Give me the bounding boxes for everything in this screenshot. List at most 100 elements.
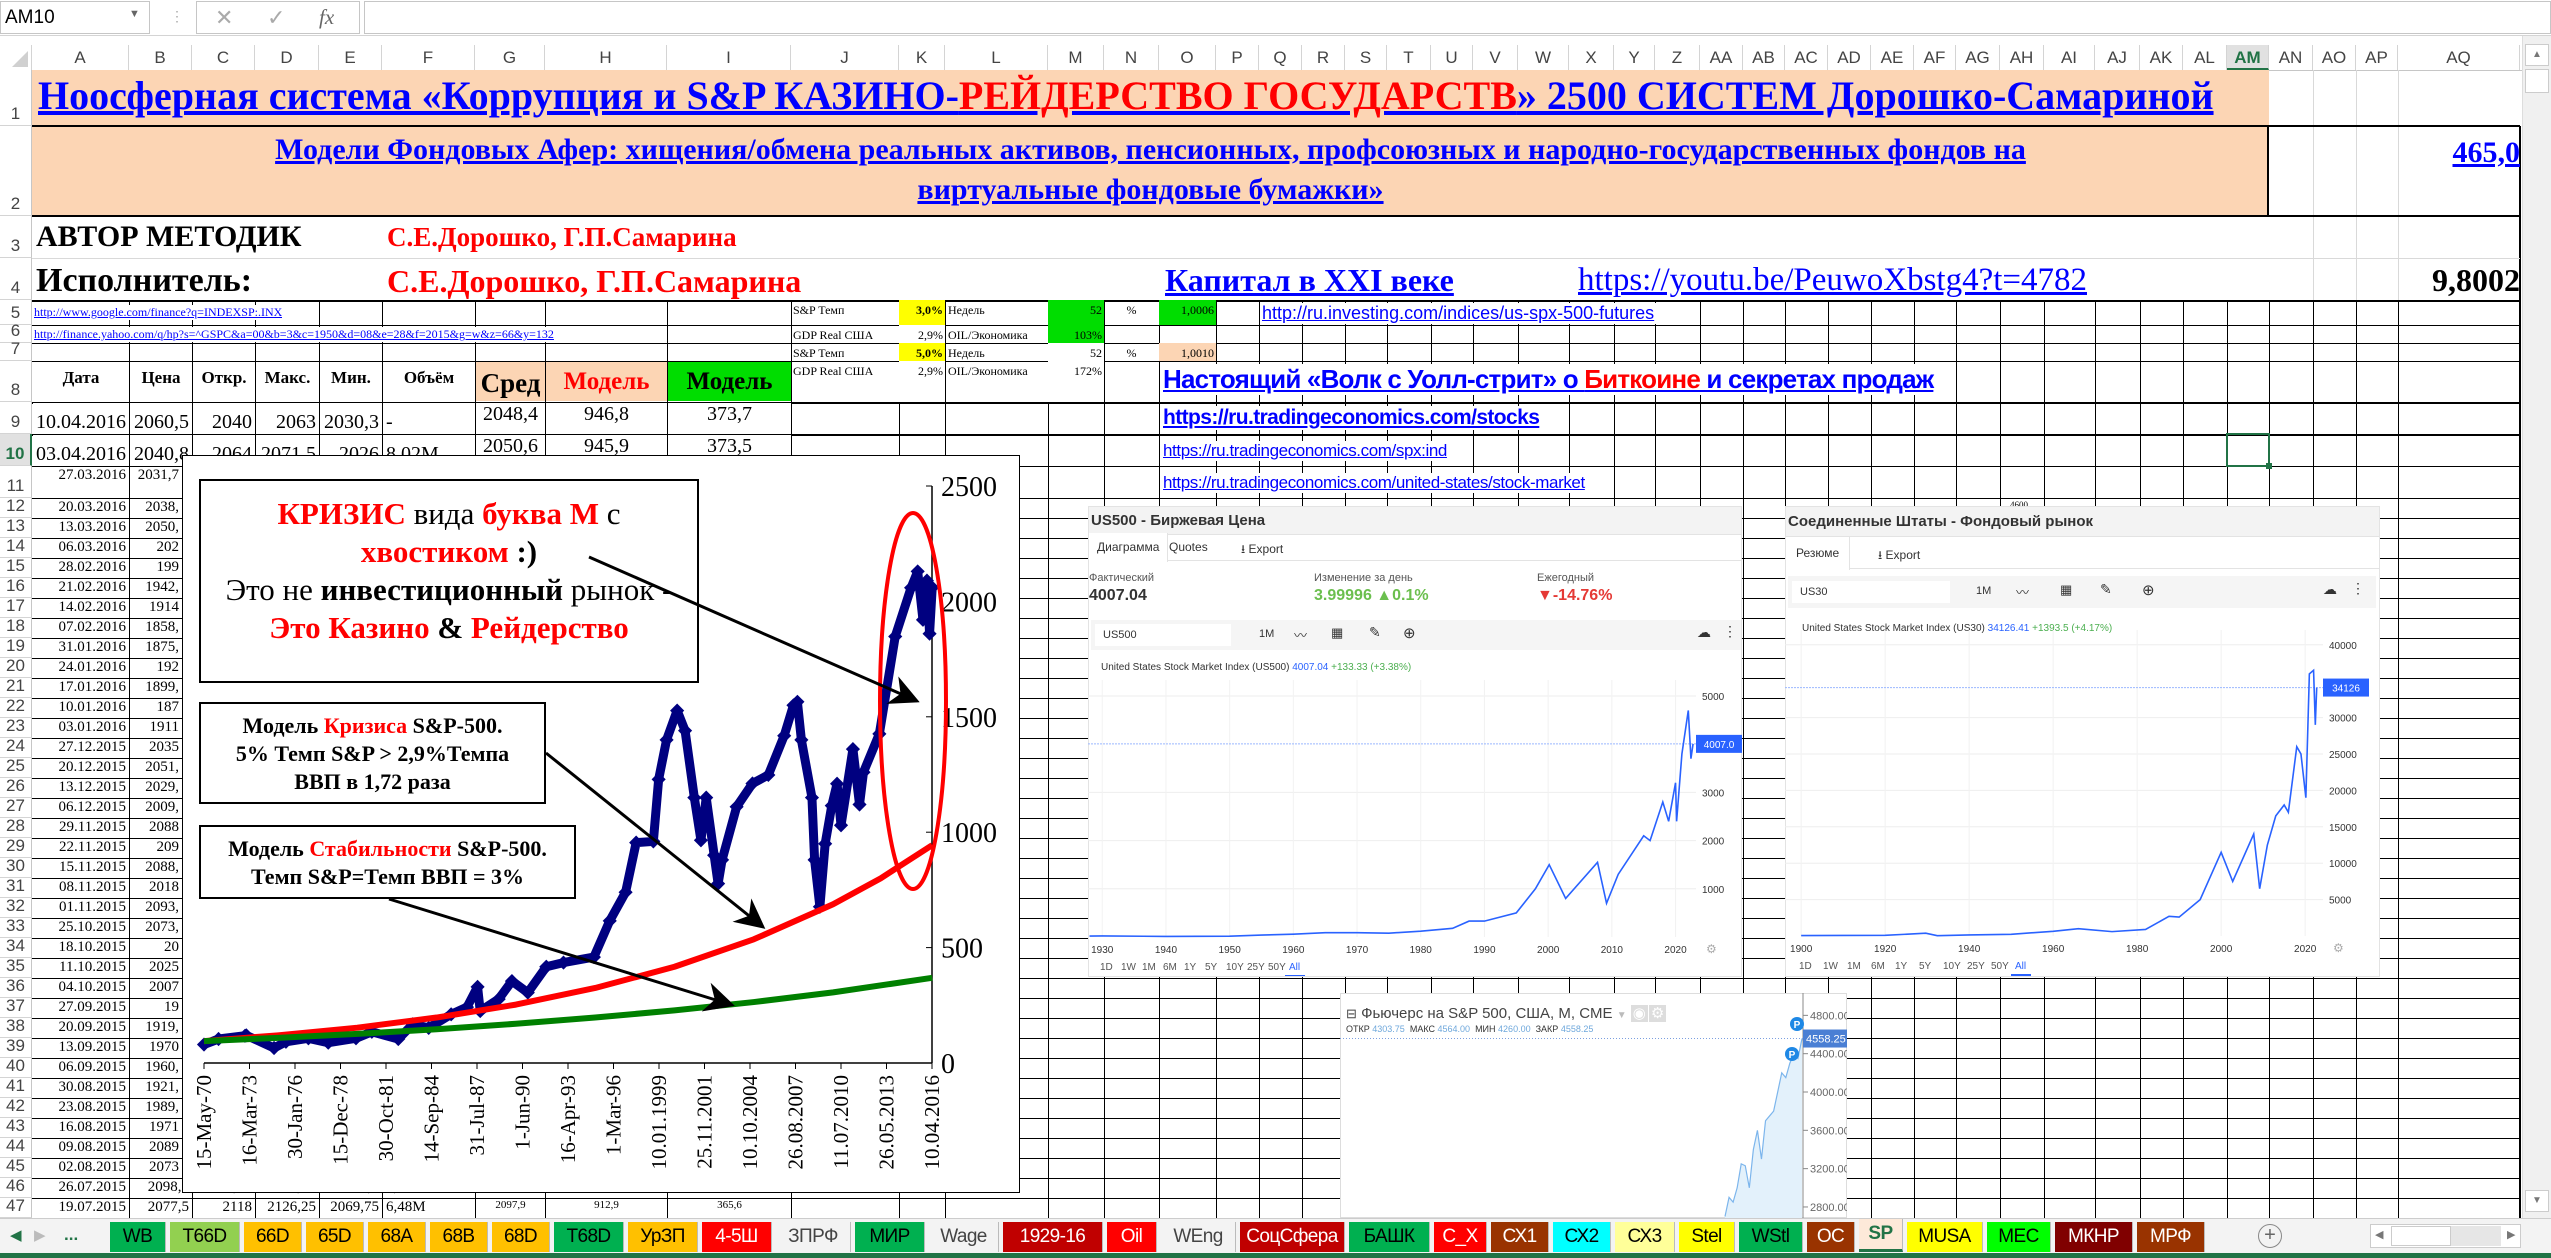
row-header-29[interactable]: 29 <box>0 836 32 858</box>
column-header-AH[interactable]: AH <box>2000 45 2044 70</box>
range-button[interactable]: 1M <box>1847 961 1861 972</box>
te-spx-link[interactable]: https://ru.tradingeconomics.com/spx:ind <box>1163 441 1451 461</box>
vertical-scrollbar[interactable]: ▲ ▼ <box>2522 36 2551 1218</box>
range-button[interactable]: All <box>1289 962 1300 973</box>
row-header-36[interactable]: 36 <box>0 976 32 998</box>
row-header-24[interactable]: 24 <box>0 736 32 758</box>
collapse-icon[interactable]: ⊟ <box>1346 1006 1357 1021</box>
row-header-28[interactable]: 28 <box>0 816 32 838</box>
column-header-M[interactable]: M <box>1048 45 1104 70</box>
column-header-AP[interactable]: AP <box>2356 45 2398 70</box>
sheet-tab-УрЗП[interactable]: УрЗП <box>628 1222 698 1252</box>
column-header-AG[interactable]: AG <box>1956 45 2000 70</box>
line-chart-icon[interactable]: 〰 <box>2016 585 2030 600</box>
pencil-icon[interactable]: ✎ <box>1369 624 1381 640</box>
column-header-W[interactable]: W <box>1518 45 1569 70</box>
column-header-AM[interactable]: AM <box>2227 45 2269 70</box>
settings-icon[interactable]: ⚙ <box>1648 1005 1667 1022</box>
row-header-25[interactable]: 25 <box>0 756 32 778</box>
range-button[interactable]: 6M <box>1163 962 1177 973</box>
tab-export[interactable]: ⭳ Export <box>1241 540 1283 561</box>
row-header-27[interactable]: 27 <box>0 796 32 818</box>
range-button[interactable]: 1W <box>1823 961 1839 972</box>
row-header-26[interactable]: 26 <box>0 776 32 798</box>
column-header-AA[interactable]: AA <box>1700 45 1743 70</box>
row-header-14[interactable]: 14 <box>0 536 32 558</box>
sheet-tab-СХ2[interactable]: СХ2 <box>1553 1222 1611 1252</box>
sheet-tab-МРФ[interactable]: МРФ <box>2137 1222 2205 1252</box>
range-button[interactable]: 1D <box>1799 961 1812 972</box>
row-header-15[interactable]: 15 <box>0 556 32 578</box>
row-header-37[interactable]: 37 <box>0 996 32 1018</box>
row-header-6[interactable]: 6 <box>0 321 32 343</box>
sheet-tab-МКНР[interactable]: МКНР <box>2055 1222 2133 1252</box>
row-header-5[interactable]: 5 <box>0 300 32 325</box>
sheet-tab-МЕС[interactable]: МЕС <box>1987 1222 2051 1252</box>
investing-link[interactable]: http://ru.investing.com/indices/us-spx-5… <box>1262 303 1661 324</box>
range-button[interactable]: 50Y <box>1991 961 2009 972</box>
cloud-download-icon[interactable]: ☁ <box>2323 581 2337 597</box>
range-button[interactable]: 50Y <box>1268 962 1286 973</box>
calendar-icon[interactable]: ▦ <box>1331 625 1344 640</box>
row-header-38[interactable]: 38 <box>0 1016 32 1038</box>
column-header-N[interactable]: N <box>1104 45 1159 70</box>
row-header-17[interactable]: 17 <box>0 596 32 618</box>
chevron-down-icon[interactable]: ▼ <box>129 8 140 20</box>
symbol-input[interactable]: US500 <box>1095 624 1231 646</box>
sheet-tab-МИР[interactable]: МИР <box>855 1222 925 1252</box>
column-header-Z[interactable]: Z <box>1655 45 1700 70</box>
range-button[interactable]: 25Y <box>1247 962 1265 973</box>
sheet-tab-68A[interactable]: 68A <box>368 1222 426 1252</box>
selected-cell-AM10[interactable] <box>2226 433 2272 469</box>
sheet-tab-T68D[interactable]: T68D <box>554 1222 624 1252</box>
column-header-AE[interactable]: AE <box>1871 45 1914 70</box>
row-header-22[interactable]: 22 <box>0 696 32 718</box>
sheet-tab-Oil[interactable]: Oil <box>1107 1222 1157 1252</box>
more-options-icon[interactable]: ⋮ <box>2351 580 2365 596</box>
range-button[interactable]: 5Y <box>1205 962 1218 973</box>
column-header-R[interactable]: R <box>1302 45 1345 70</box>
row-header-30[interactable]: 30 <box>0 856 32 878</box>
row-header-4[interactable]: 4 <box>0 258 32 300</box>
column-header-AK[interactable]: AK <box>2140 45 2183 70</box>
sheet-tab-Wage[interactable]: Wage <box>929 1222 999 1252</box>
tab-next-icon[interactable]: ▶ <box>34 1227 46 1244</box>
sheet-tab-4-5Ш[interactable]: 4-5Ш <box>702 1222 772 1252</box>
add-circle-icon[interactable]: ⊕ <box>2142 582 2155 599</box>
column-header-P[interactable]: P <box>1216 45 1259 70</box>
column-header-L[interactable]: L <box>945 45 1048 70</box>
cancel-icon[interactable]: ✕ <box>215 5 234 30</box>
sheet-tab-WEng[interactable]: WEng <box>1161 1222 1236 1252</box>
row-header-13[interactable]: 13 <box>0 516 32 538</box>
scroll-thumb[interactable] <box>2525 69 2549 93</box>
row-header-45[interactable]: 45 <box>0 1156 32 1178</box>
row-header-3[interactable]: 3 <box>0 216 32 258</box>
line-chart-icon[interactable]: 〰 <box>1294 628 1308 643</box>
sheet-tab-68D[interactable]: 68D <box>492 1222 550 1252</box>
enter-icon[interactable]: ✓ <box>267 5 286 30</box>
row-header-16[interactable]: 16 <box>0 576 32 598</box>
sheet-tab-WStl[interactable]: WStl <box>1739 1222 1803 1252</box>
range-button[interactable]: 1M <box>1142 962 1156 973</box>
column-header-Q[interactable]: Q <box>1259 45 1302 70</box>
sheet-tab-65D[interactable]: 65D <box>306 1222 364 1252</box>
row-header-34[interactable]: 34 <box>0 936 32 958</box>
row-header-44[interactable]: 44 <box>0 1136 32 1158</box>
page-subtitle[interactable]: Модели Фондовых Афер: хищения/обмена реа… <box>32 130 2269 210</box>
cloud-download-icon[interactable]: ☁ <box>1697 624 1711 640</box>
column-header-V[interactable]: V <box>1473 45 1518 70</box>
column-header-AQ[interactable]: AQ <box>2398 45 2520 70</box>
google-finance-link[interactable]: http://www.google.com/finance?q=INDEXSP:… <box>34 305 283 320</box>
row-header-33[interactable]: 33 <box>0 916 32 938</box>
column-header-S[interactable]: S <box>1345 45 1387 70</box>
row-header-1[interactable]: 1 <box>0 70 32 126</box>
sheet-tab-SP[interactable]: SP <box>1859 1219 1903 1252</box>
column-header-J[interactable]: J <box>791 45 899 70</box>
row-header-12[interactable]: 12 <box>0 496 32 518</box>
range-button[interactable]: 6M <box>1871 961 1885 972</box>
scroll-thumb[interactable] <box>2391 1226 2451 1246</box>
row-header-46[interactable]: 46 <box>0 1176 32 1198</box>
tab-export[interactable]: ⭳ Export <box>1878 546 1920 567</box>
sheet-tab-СоцСфера[interactable]: СоцСфера <box>1240 1222 1345 1252</box>
calendar-icon[interactable]: ▦ <box>2060 582 2073 597</box>
